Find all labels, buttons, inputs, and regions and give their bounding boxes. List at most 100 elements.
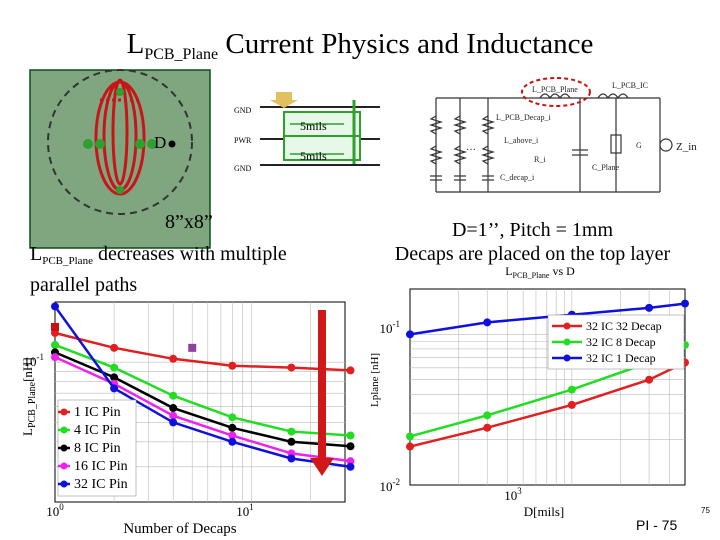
- x-axis-label: Number of Decaps: [123, 521, 236, 537]
- board-size-label: 8”x8”: [165, 211, 213, 233]
- stackup-gnd-bottom: GND: [234, 164, 252, 173]
- data-point: [567, 400, 576, 409]
- data-point: [483, 318, 492, 327]
- legend-swatch-marker: [563, 338, 571, 346]
- y-axis-label: Lplane [nH]: [369, 353, 381, 407]
- data-point: [287, 437, 296, 446]
- d-point-dot: [168, 140, 176, 148]
- data-point: [483, 423, 492, 432]
- via-dots: [83, 88, 157, 194]
- legend-box: [57, 399, 137, 497]
- stackup-pwr: PWR: [234, 136, 252, 145]
- right-caption-line1: D=1’’, Pitch = 1mm: [451, 219, 614, 241]
- legend-label: 1 IC Pin: [74, 405, 121, 420]
- legend-label: 16 IC Pin: [74, 459, 128, 474]
- data-point: [51, 340, 59, 349]
- data-point: [169, 411, 178, 420]
- data-point: [110, 384, 119, 393]
- x-tick-label: 101: [236, 502, 254, 519]
- chart-decaps: 100 101 10-1 Number of Decaps LPCB_Plane[nH]…: [20, 301, 355, 537]
- legend-swatch-marker: [563, 322, 571, 330]
- title-main: L: [126, 28, 145, 60]
- legend-label: 32 IC 32 Decap: [586, 319, 662, 333]
- legend-label: 32 IC Pin: [74, 477, 128, 492]
- stackup-gnd-top: GND: [234, 106, 252, 115]
- data-point: [228, 423, 237, 432]
- board-dashed-circle: [47, 69, 193, 215]
- legend-label: 32 IC 8 Decap: [586, 335, 656, 349]
- y-tick-label: 10-1: [380, 319, 401, 336]
- data-point: [346, 442, 355, 451]
- data-point: [406, 330, 414, 339]
- title-rest: Current Physics and Inductance: [218, 28, 594, 60]
- circuit-label-labove: L_above_i: [504, 136, 539, 145]
- circuit-schematic: [428, 93, 673, 193]
- chart-title: LPCB_Plane vs D: [505, 264, 575, 280]
- data-point: [228, 361, 237, 370]
- left-caption: LPCB_Plane decreases with multiple paral…: [30, 242, 287, 297]
- legend-label: 8 IC Pin: [74, 441, 121, 456]
- circuit-label-lpcb-plane: L_PCB_Plane: [532, 85, 578, 94]
- series-line-4: [53, 305, 351, 469]
- data-point: [110, 373, 119, 382]
- legend-swatch-marker: [60, 426, 68, 434]
- circuit-ellipsis: …: [466, 142, 476, 153]
- y-axis-label: LPCB_Plane[nH]: [20, 357, 38, 436]
- left-caption-line2: parallel paths: [30, 274, 138, 296]
- data-point: [406, 442, 414, 451]
- data-point: [169, 391, 178, 400]
- highlight-point: [51, 322, 59, 331]
- data-point: [169, 354, 178, 363]
- series-line-0: [54, 331, 351, 372]
- current-arrow-icon: [270, 92, 298, 108]
- series-line-1: [54, 343, 351, 437]
- stackup-spacing-bottom: 5mils: [300, 149, 327, 163]
- data-point: [51, 353, 59, 362]
- data-point: [169, 404, 178, 413]
- legend: 1 IC Pin 4 IC Pin 8 IC Pin 16 IC Pin 32 IC P…: [57, 399, 137, 497]
- data-point: [287, 454, 296, 463]
- legend-label: 32 IC 1 Decap: [586, 351, 656, 365]
- circuit-label-cdecap: C_decap_i: [500, 173, 535, 182]
- data-point: [228, 413, 237, 422]
- slide-title: LPCB_Plane Current Physics and Inductanc…: [0, 28, 720, 64]
- data-point: [346, 462, 355, 471]
- legend-swatch-marker: [60, 444, 68, 452]
- circuit-label-g: G: [636, 141, 642, 150]
- data-point: [681, 299, 689, 308]
- stackup-diagram: [260, 92, 380, 166]
- x-tick-label: 100: [46, 502, 64, 519]
- series-line-3: [54, 356, 351, 463]
- annotation-arrow-shaft: [318, 310, 326, 460]
- corner-number: 75: [701, 506, 710, 515]
- legend-swatch-marker: [60, 480, 68, 488]
- legend-label: 4 IC Pin: [74, 423, 121, 438]
- legend: 32 IC 32 Decap 32 IC 8 Decap 32 IC 1 Decap: [547, 314, 685, 370]
- right-caption: D=1’’, Pitch = 1mm Decaps are placed on …: [375, 218, 690, 266]
- data-point: [346, 457, 355, 466]
- left-caption-line1: LPCB_Plane decreases with multiple: [30, 243, 287, 267]
- y-tick-label: 10-1: [24, 352, 45, 369]
- x-tick-label: 103: [504, 486, 522, 503]
- title-subscript: PCB_Plane: [144, 46, 219, 63]
- stackup-spacing-top: 5mils: [300, 119, 327, 133]
- data-point: [645, 303, 654, 312]
- legend-swatch-marker: [563, 354, 571, 362]
- data-point: [645, 375, 654, 384]
- annotation-arrow-head: [310, 458, 334, 476]
- data-point: [567, 385, 576, 394]
- right-caption-line2: Decaps are placed on the top layer: [394, 243, 671, 265]
- highlight-point: [188, 343, 197, 352]
- data-point: [51, 302, 59, 311]
- data-point: [169, 418, 178, 427]
- data-point: [346, 366, 355, 375]
- data-point: [110, 343, 119, 352]
- circuit-label-zin: Z_in: [676, 141, 697, 153]
- circuit-label-r: R_i: [534, 155, 546, 164]
- data-point: [228, 431, 237, 440]
- legend-swatch-marker: [60, 462, 68, 470]
- data-point: [406, 432, 414, 441]
- circuit-label-lpcb-decap: L_PCB_Decap_i: [496, 113, 551, 122]
